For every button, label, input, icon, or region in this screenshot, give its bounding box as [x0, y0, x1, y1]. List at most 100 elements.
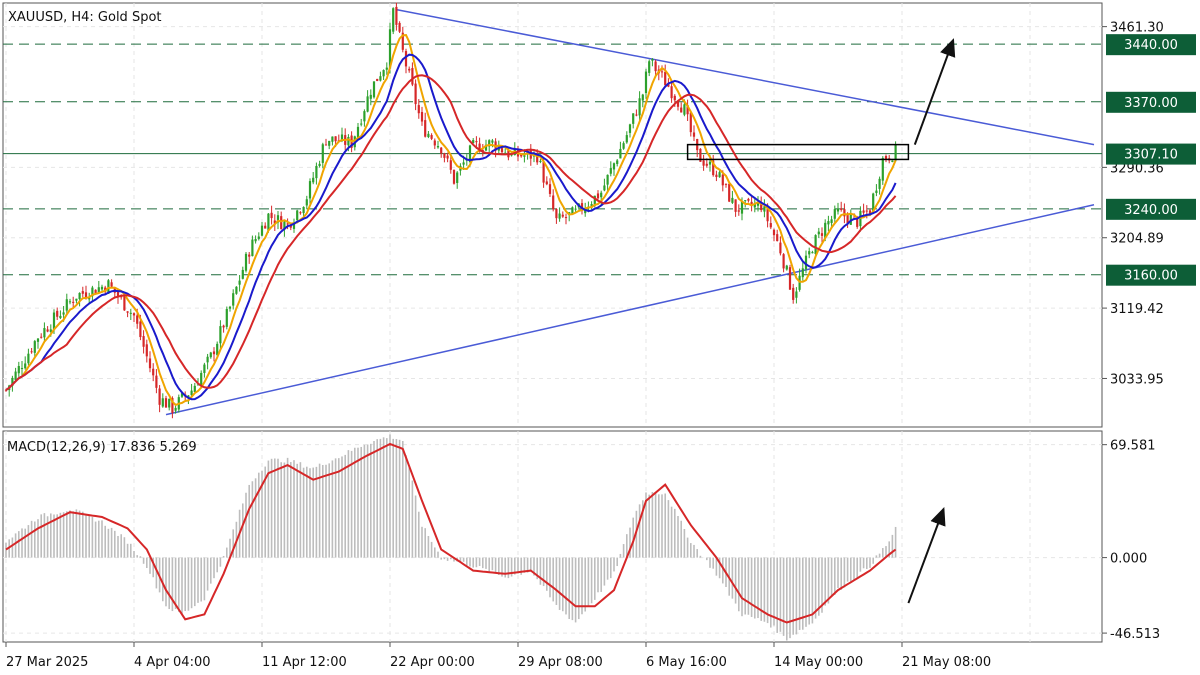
candle-body [676, 101, 680, 107]
level-label-box [1106, 34, 1196, 56]
candle-body [491, 140, 494, 143]
candle-body [817, 231, 820, 235]
candle-body [724, 183, 728, 185]
candle-body [321, 144, 324, 163]
candle-body [369, 94, 372, 99]
candle-body [376, 78, 379, 81]
candle-body [856, 216, 859, 227]
y-tick-label: 3204.89 [1110, 232, 1164, 247]
candle-body [360, 123, 363, 125]
macd-up-arrow[interactable] [907, 507, 946, 604]
candle-body [782, 254, 785, 269]
x-tick-label: 29 Apr 08:00 [518, 655, 603, 670]
candle-body [315, 165, 318, 179]
x-tick-label: 22 Apr 00:00 [390, 655, 475, 670]
trendline-upper[interactable] [396, 8, 1095, 146]
candle-body [40, 336, 43, 338]
candle-body [689, 112, 692, 133]
candle-body [244, 253, 248, 271]
x-tick-label: 27 Mar 2025 [6, 655, 88, 670]
y-tick-label: 3290.36 [1110, 161, 1164, 176]
candle-body [430, 135, 433, 139]
candle-body [801, 268, 804, 278]
moving-average-20 [5, 74, 897, 391]
candle-body [171, 398, 174, 413]
candle-body [462, 162, 465, 165]
candle-body [78, 292, 81, 300]
symbol-title: XAUUSD, H4: Gold Spot [8, 10, 162, 25]
macd-histogram [5, 434, 897, 641]
candle-body [622, 143, 625, 149]
price-up-arrow[interactable] [913, 38, 956, 145]
candle-body [4, 389, 8, 391]
candle-body [472, 140, 475, 144]
candle-body [232, 293, 235, 306]
candle-body [878, 178, 881, 189]
candle-body [884, 155, 888, 161]
breakout-box[interactable] [686, 143, 910, 161]
candle-body [536, 153, 539, 163]
candle-body [145, 344, 148, 357]
candle-body [712, 160, 715, 176]
candle-body [756, 201, 760, 206]
candle-body [292, 222, 296, 229]
candle-body [408, 68, 411, 71]
candle-body [728, 183, 731, 202]
candle-body [721, 174, 724, 186]
candle-body [392, 8, 395, 32]
candle-body [228, 306, 232, 309]
candle-body [88, 298, 91, 300]
candle-body [504, 152, 507, 154]
candle-body [283, 221, 286, 230]
candle-body [776, 234, 779, 242]
candle-body [168, 398, 171, 408]
candle-body [395, 6, 398, 25]
candle-body [286, 223, 289, 225]
candle-body [740, 200, 744, 214]
candle-body [792, 287, 795, 300]
candle-body [619, 148, 622, 159]
candle-body [68, 301, 72, 303]
candle-body [273, 220, 276, 224]
candle-body [27, 353, 30, 364]
candle-body [91, 287, 94, 297]
macd-title: MACD(12,26,9) 17.836 5.269 [7, 440, 197, 455]
candle-body [683, 104, 686, 115]
candle-body [788, 267, 792, 290]
candle-body [456, 172, 459, 183]
candle-body [600, 192, 603, 198]
candle-body [891, 160, 894, 162]
candle-body [625, 135, 628, 143]
candle-body [670, 86, 673, 99]
candle-body [571, 207, 574, 214]
candle-body [248, 254, 251, 257]
x-tick-label: 11 Apr 12:00 [262, 655, 347, 670]
candle-body [30, 351, 33, 353]
candle-body [196, 384, 200, 386]
candle-body [436, 146, 440, 148]
candle-body [411, 68, 414, 85]
level-label-box [1106, 91, 1196, 113]
candle-body [865, 210, 868, 212]
x-tick-label: 4 Apr 04:00 [134, 655, 211, 670]
candle-body [552, 195, 555, 210]
candle-body [478, 143, 481, 152]
candle-body [680, 107, 683, 113]
candle-body [686, 104, 689, 115]
candle-body [593, 195, 596, 206]
candle-body [385, 67, 388, 70]
candle-body [209, 352, 212, 358]
candle-body [731, 197, 734, 203]
candle-body [347, 137, 350, 146]
candle-body [760, 202, 763, 211]
candle-body [699, 148, 702, 162]
candle-body [363, 111, 366, 122]
x-tick-label: 6 May 16:00 [646, 655, 727, 670]
trendline-lower[interactable] [165, 203, 1095, 416]
candle-body [75, 298, 78, 301]
candle-body [62, 312, 65, 315]
candle-body [628, 124, 632, 133]
candle-body [452, 169, 456, 184]
candle-body [328, 140, 331, 146]
